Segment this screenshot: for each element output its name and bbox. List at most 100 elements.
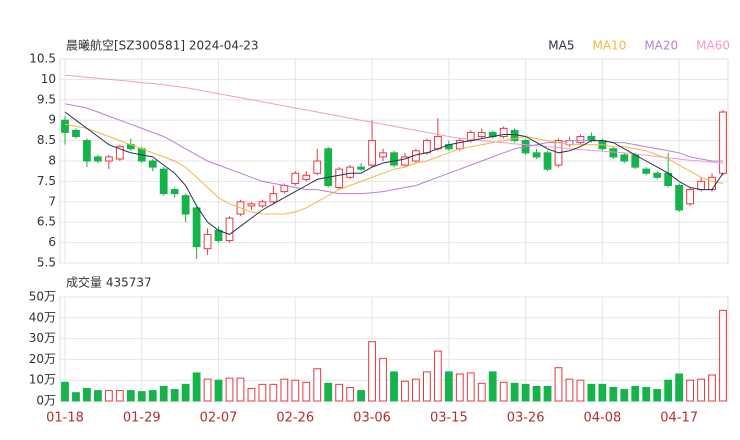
volume-bar	[137, 391, 146, 402]
volume-bar	[423, 371, 431, 402]
y-tick-label: 9	[48, 113, 56, 127]
volume-bar	[302, 381, 311, 402]
y-tick-label: 9.5	[37, 92, 56, 106]
candle-body	[335, 168, 344, 189]
volume-bar	[94, 390, 102, 402]
y-tick-label: 50万	[29, 290, 56, 304]
x-tick-label: 02-07	[200, 411, 238, 426]
candle-body	[291, 172, 300, 184]
ma-line	[64, 111, 724, 235]
candle-body	[324, 148, 333, 186]
volume-bar	[83, 388, 91, 402]
legend-label: MA5	[548, 39, 574, 53]
volume-bar	[708, 374, 716, 402]
volume-bar	[115, 390, 124, 402]
volume-bar	[642, 386, 651, 402]
volume-bar	[291, 379, 300, 402]
volume-bar	[576, 379, 585, 402]
volume-bar	[104, 390, 113, 402]
volume-bar	[247, 388, 256, 402]
candle-body	[653, 172, 662, 178]
y-tick-label: 6	[48, 235, 56, 249]
candle-body	[170, 189, 179, 195]
candle-body	[390, 152, 398, 166]
x-tick-label: 03-15	[430, 411, 468, 426]
candle-body	[269, 193, 278, 203]
candle-body	[214, 229, 223, 242]
candle-body	[247, 203, 256, 207]
candle-body	[642, 168, 651, 174]
volume-bar	[126, 390, 135, 402]
x-tick-label: 03-06	[353, 411, 391, 426]
candle-body	[148, 160, 157, 168]
volume-bar	[170, 389, 179, 402]
volume-title: 成交量 435737	[66, 275, 152, 290]
volume-bar	[466, 372, 475, 402]
y-tick-label: 10	[41, 72, 56, 86]
y-tick-label: 7	[48, 194, 56, 208]
candle-body	[697, 180, 705, 191]
y-tick-label: 10.5	[29, 52, 56, 66]
volume-bar	[664, 379, 673, 402]
candle-body	[675, 184, 684, 211]
volume-bar	[532, 385, 541, 402]
y-tick-label: 30万	[29, 331, 56, 345]
volume-bar	[499, 381, 508, 402]
volume-bar	[620, 389, 629, 402]
legend-label: MA20	[644, 39, 678, 53]
y-tick-label: 8.5	[37, 133, 56, 147]
volume-bar	[543, 385, 552, 402]
chart-title: 晨曦航空[SZ300581] 2024-04-23	[66, 38, 259, 53]
volume-bar	[587, 383, 596, 402]
candle-body	[620, 154, 629, 162]
y-tick-label: 7.5	[37, 174, 56, 188]
x-tick-label: 04-08	[583, 411, 621, 426]
volume-bar	[609, 386, 618, 402]
y-tick-label: 10万	[29, 373, 56, 387]
ma-line	[64, 74, 724, 164]
volume-bar	[258, 383, 267, 402]
volume-bar	[313, 368, 322, 402]
candle-body	[203, 233, 212, 250]
volume-bar	[697, 378, 705, 402]
candle-body	[83, 140, 91, 162]
candle-body	[115, 146, 124, 160]
volume-bar	[477, 382, 486, 402]
candle-body	[576, 136, 585, 144]
y-tick-label: 0万	[36, 394, 56, 408]
x-tick-label: 01-18	[46, 411, 84, 426]
volume-bar	[203, 378, 212, 402]
candle-body	[192, 207, 201, 248]
volume-bar	[598, 383, 607, 402]
candle-body	[104, 156, 113, 162]
candle-body	[61, 119, 69, 133]
volume-bar	[488, 371, 497, 402]
volume-bar	[379, 357, 387, 402]
volume-bar	[72, 392, 80, 402]
y-tick-label: 40万	[29, 310, 56, 324]
candle-body	[401, 156, 409, 166]
candle-body	[532, 152, 541, 158]
volume-bar	[719, 309, 727, 402]
candle-body	[72, 129, 80, 138]
volume-bar	[192, 372, 201, 402]
candle-body	[159, 168, 168, 195]
candle-body	[346, 166, 355, 178]
volume-bar	[214, 379, 223, 402]
volume-bar	[401, 380, 409, 402]
volume-bar	[412, 378, 420, 402]
candle-body	[609, 148, 618, 158]
volume-bar	[346, 386, 355, 402]
candle-body	[302, 174, 311, 180]
candle-body	[499, 127, 508, 138]
candle-body	[368, 140, 376, 166]
candle-body	[433, 136, 442, 150]
volume-bar	[335, 383, 344, 402]
volume-bar	[653, 389, 662, 402]
volume-bar	[181, 383, 190, 402]
y-tick-label: 5.5	[37, 256, 56, 270]
volume-bar	[61, 381, 69, 402]
candle-body	[719, 111, 727, 174]
volume-bar	[269, 383, 278, 402]
